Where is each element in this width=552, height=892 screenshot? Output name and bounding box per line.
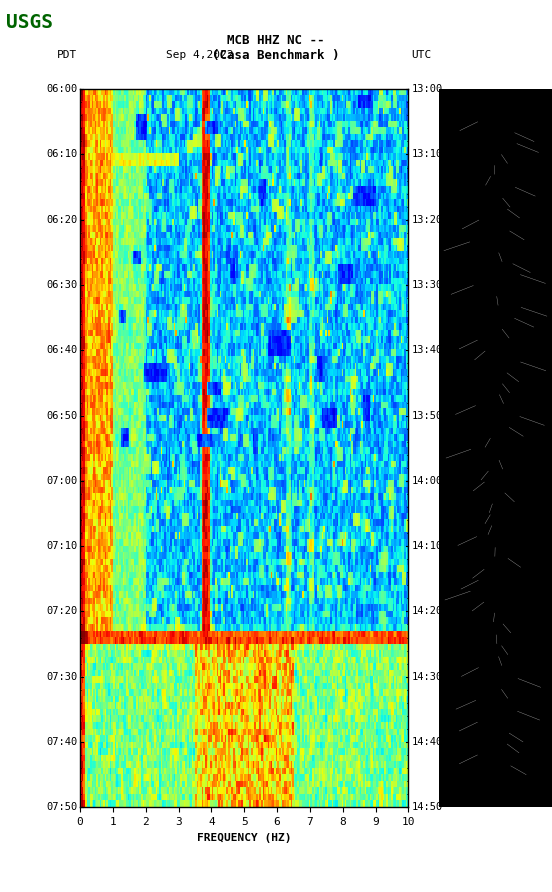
Text: 06:30: 06:30 <box>46 280 77 290</box>
Text: 14:20: 14:20 <box>411 607 443 616</box>
Text: 07:00: 07:00 <box>46 475 77 486</box>
Text: 14:30: 14:30 <box>411 672 443 681</box>
Text: 13:30: 13:30 <box>411 280 443 290</box>
Text: 07:40: 07:40 <box>46 737 77 747</box>
Text: 14:40: 14:40 <box>411 737 443 747</box>
Text: 07:30: 07:30 <box>46 672 77 681</box>
Text: 06:40: 06:40 <box>46 345 77 355</box>
Text: (Casa Benchmark ): (Casa Benchmark ) <box>213 49 339 62</box>
X-axis label: FREQUENCY (HZ): FREQUENCY (HZ) <box>197 832 291 843</box>
Text: 13:20: 13:20 <box>411 215 443 225</box>
Text: 14:50: 14:50 <box>411 802 443 813</box>
Text: 06:10: 06:10 <box>46 150 77 160</box>
Text: UTC: UTC <box>411 50 432 61</box>
Text: 06:00: 06:00 <box>46 84 77 95</box>
Text: 13:10: 13:10 <box>411 150 443 160</box>
Text: 14:10: 14:10 <box>411 541 443 551</box>
Text: PDT: PDT <box>57 50 77 61</box>
Text: Sep 4,2022: Sep 4,2022 <box>166 50 233 61</box>
Text: 07:50: 07:50 <box>46 802 77 813</box>
Text: 13:50: 13:50 <box>411 410 443 421</box>
Text: 07:10: 07:10 <box>46 541 77 551</box>
Text: 13:40: 13:40 <box>411 345 443 355</box>
Text: 13:00: 13:00 <box>411 84 443 95</box>
Text: 06:20: 06:20 <box>46 215 77 225</box>
Text: 07:20: 07:20 <box>46 607 77 616</box>
Text: USGS: USGS <box>6 12 52 32</box>
Text: 06:50: 06:50 <box>46 410 77 421</box>
Text: 14:00: 14:00 <box>411 475 443 486</box>
Text: MCB HHZ NC --: MCB HHZ NC -- <box>227 34 325 46</box>
